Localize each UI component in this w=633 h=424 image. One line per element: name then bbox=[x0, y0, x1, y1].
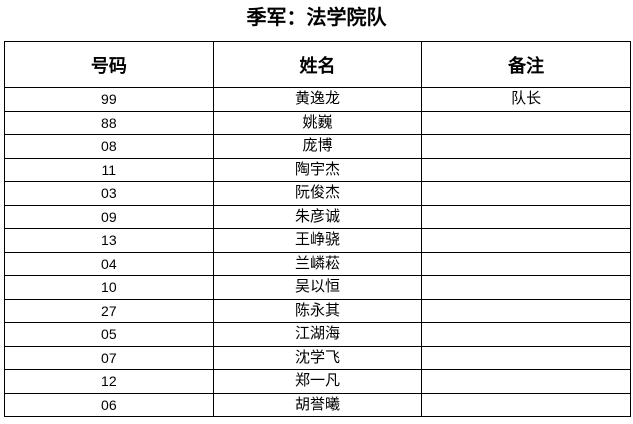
cell-note: 队长 bbox=[421, 87, 631, 112]
cell-number: 08 bbox=[4, 134, 214, 159]
cell-name: 姚巍 bbox=[212, 110, 423, 135]
cell-note bbox=[421, 157, 631, 182]
cell-note bbox=[421, 181, 631, 206]
cell-name: 胡誉曦 bbox=[212, 392, 423, 417]
table-row: 03 阮俊杰 bbox=[4, 181, 631, 206]
header-row: 号码 姓名 备注 bbox=[4, 41, 631, 88]
cell-number: 13 bbox=[4, 228, 214, 253]
cell-note bbox=[421, 298, 631, 323]
cell-note bbox=[421, 392, 631, 417]
cell-note bbox=[421, 204, 631, 229]
cell-name: 兰嶙菘 bbox=[212, 251, 423, 276]
cell-number: 06 bbox=[4, 392, 214, 417]
table-row: 13 王峥骁 bbox=[4, 228, 631, 253]
cell-name: 陶宇杰 bbox=[212, 157, 423, 182]
page-title: 季军：法学院队 bbox=[246, 7, 387, 29]
cell-note bbox=[421, 228, 631, 253]
cell-note bbox=[421, 369, 631, 394]
table-row: 12 郑一凡 bbox=[4, 369, 631, 394]
cell-name: 阮俊杰 bbox=[212, 181, 423, 206]
cell-number: 03 bbox=[4, 181, 214, 206]
table-row: 11 陶宇杰 bbox=[4, 157, 631, 182]
cell-number: 05 bbox=[4, 322, 214, 347]
cell-name: 庞博 bbox=[212, 134, 423, 159]
table-row: 08 庞博 bbox=[4, 134, 631, 159]
table-row: 05 江湖海 bbox=[4, 322, 631, 347]
cell-note bbox=[421, 322, 631, 347]
cell-number: 04 bbox=[4, 251, 214, 276]
table-row: 10 吴以恒 bbox=[4, 275, 631, 300]
cell-name: 沈学飞 bbox=[212, 345, 423, 370]
cell-name: 江湖海 bbox=[212, 322, 423, 347]
cell-number: 10 bbox=[4, 275, 214, 300]
header-note: 备注 bbox=[421, 41, 631, 88]
table-row: 88 姚巍 bbox=[4, 110, 631, 135]
cell-number: 11 bbox=[4, 157, 214, 182]
cell-name: 吴以恒 bbox=[212, 275, 423, 300]
header-number: 号码 bbox=[4, 41, 214, 88]
roster-table: 号码 姓名 备注 99 黄逸龙 队长 88 姚巍 08 庞博 11 陶宇杰 03 阮俊杰 09 朱彦诚 1… bbox=[4, 41, 631, 417]
cell-number: 27 bbox=[4, 298, 214, 323]
cell-number: 88 bbox=[4, 110, 214, 135]
table-row: 99 黄逸龙 队长 bbox=[4, 87, 631, 112]
cell-note bbox=[421, 275, 631, 300]
cell-number: 12 bbox=[4, 369, 214, 394]
cell-number: 07 bbox=[4, 345, 214, 370]
table-row: 27 陈永其 bbox=[4, 298, 631, 323]
cell-name: 陈永其 bbox=[212, 298, 423, 323]
table-row: 06 胡誉曦 bbox=[4, 392, 631, 417]
cell-name: 黄逸龙 bbox=[212, 87, 423, 112]
cell-number: 09 bbox=[4, 204, 214, 229]
header-name: 姓名 bbox=[212, 41, 423, 88]
cell-note bbox=[421, 110, 631, 135]
table-row: 04 兰嶙菘 bbox=[4, 251, 631, 276]
cell-note bbox=[421, 251, 631, 276]
cell-note bbox=[421, 345, 631, 370]
table-row: 07 沈学飞 bbox=[4, 345, 631, 370]
cell-note bbox=[421, 134, 631, 159]
cell-number: 99 bbox=[4, 87, 214, 112]
cell-name: 王峥骁 bbox=[212, 228, 423, 253]
cell-name: 郑一凡 bbox=[212, 369, 423, 394]
cell-name: 朱彦诚 bbox=[212, 204, 423, 229]
table-row: 09 朱彦诚 bbox=[4, 204, 631, 229]
